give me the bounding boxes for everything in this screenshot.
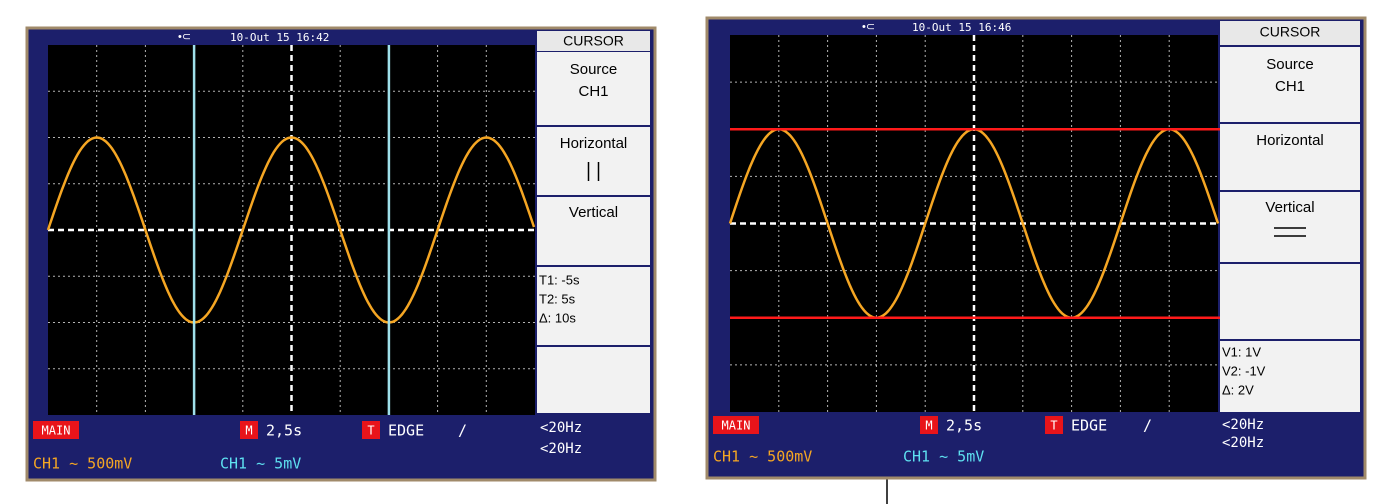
sine-trace [46,136,536,324]
cursor-readout: V2: -1V [1222,363,1266,378]
usb-icon: •⊂ [178,31,191,43]
menu-box [1220,341,1360,412]
oscilloscope-screen: •⊂ 10-Out 15 16:42 CURSOR Source CH1 Horizont… [25,26,657,482]
ch2-scale: CH1 ~ 5mV [220,455,301,473]
menu-source-label: Source [1266,56,1314,73]
trigger-slope: / [458,422,467,440]
t-badge-box [1045,416,1063,434]
filter-1: <20Hz [1222,417,1264,433]
ch1-scale: CH1 ~ 500mV [713,448,812,466]
filter-2: <20Hz [540,441,582,457]
t-badge: T [367,424,374,438]
ch1-scale: CH1 ~ 500mV [33,455,132,473]
trigger-type: EDGE [388,422,424,440]
m-badge: M [925,419,932,433]
menu-box [537,347,650,413]
cursor-readout: V1: 1V [1222,344,1261,359]
m-badge-box [920,416,938,434]
main-badge-box [33,421,79,439]
cursor-readout: T1: -5s [539,272,580,287]
trigger-type: EDGE [1071,417,1107,435]
cursor-readout: Δ: 10s [539,310,576,325]
menu-title-box [537,31,650,51]
timebase: 2,5s [266,422,302,440]
m-badge-box [240,421,258,439]
menu-box [537,52,650,125]
main-badge: MAIN [42,424,71,438]
usb-icon: •⊂ [862,21,875,33]
t-badge-box [362,421,380,439]
trigger-slope: / [1143,417,1152,435]
cursor-readout: T2: 5s [539,291,576,306]
menu-title-box [1220,21,1360,45]
timebase: 2,5s [946,417,982,435]
m-badge: M [245,424,252,438]
oscilloscope-screen: •⊂ 10-Out 15 16:46 CURSOR Source CH1 Horizont… [705,16,1367,480]
timestamp: 10-Out 15 16:46 [912,21,1011,34]
menu-title: CURSOR [1260,24,1321,40]
menu-box [537,197,650,265]
menu-vertical: Vertical [569,204,618,221]
filter-2: <20Hz [1222,435,1264,451]
menu-horizontal: Horizontal [560,135,628,152]
menu-horizontal: Horizontal [1256,132,1324,149]
ch2-scale: CH1 ~ 5mV [903,448,984,466]
menu-box [1220,47,1360,122]
main-badge: MAIN [722,419,751,433]
menu-box [537,267,650,345]
menu-box [537,127,650,195]
timestamp: 10-Out 15 16:42 [230,31,329,44]
menu-vertical: Vertical [1265,199,1314,216]
t-badge: T [1050,419,1057,433]
menu-box [1220,192,1360,262]
menu-source-label: Source [570,61,618,78]
menu-source-value: CH1 [1275,78,1305,95]
menu-source-value: CH1 [578,83,608,100]
main-badge-box [713,416,759,434]
cursor-readout: Δ: 2V [1222,382,1254,397]
menu-box [1220,264,1360,339]
menu-box [1220,124,1360,190]
filter-1: <20Hz [540,420,582,436]
menu-title: CURSOR [563,33,624,49]
